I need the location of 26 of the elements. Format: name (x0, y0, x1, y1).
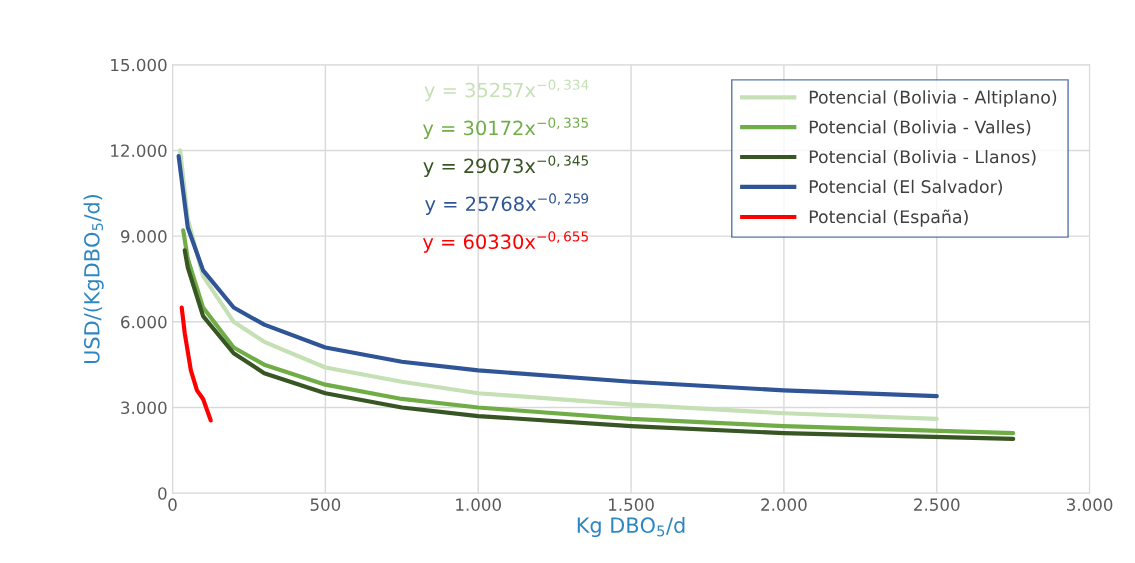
y-tick-label: 3.000 (121, 401, 167, 415)
x-axis-title: Kg DBO$_{5}$/d (577, 516, 685, 538)
x-tick-label: 2.000 (761, 498, 807, 511)
y-tick-label: 0 (158, 487, 167, 500)
y-tick-label: 12.000 (111, 144, 167, 157)
annotation: y = 35257x$^{−0,334}$ (424, 79, 589, 102)
line-series (179, 305, 213, 423)
y-axis-title: USD/(KgDBO$_{5}$/d) (83, 194, 104, 364)
annotation: y = 25768x$^{−0,259}$ (425, 193, 589, 215)
legend-label: Potencial (Bolivia - Valles) (809, 120, 1031, 136)
x-tick-label: 3.000 (1067, 498, 1113, 511)
x-tick-label: 0 (168, 498, 177, 511)
x-tick-label: 2.500 (914, 498, 960, 511)
legend-label: Potencial (El Salvador) (809, 179, 1002, 196)
y-tick-label: 6.000 (121, 315, 167, 329)
y-tick-label: 15.000 (111, 58, 167, 72)
annotation: y = 30172x$^{−0,335}$ (422, 117, 588, 140)
legend-label: Potencial (España) (809, 209, 968, 227)
x-tick-label: 500 (310, 498, 341, 511)
annotation: y = 29073x$^{−0,345}$ (423, 155, 588, 177)
legend-label: Potencial (Bolivia - Altiplano) (809, 90, 1057, 108)
legend-label: Potencial (Bolivia - Llanos) (809, 149, 1036, 166)
x-tick-label: 1.000 (456, 498, 501, 511)
y-tick-label: 9.000 (120, 230, 167, 243)
x-tick-label: 1.500 (609, 498, 654, 511)
annotation: y = 60330x$^{−0,655}$ (422, 231, 588, 253)
